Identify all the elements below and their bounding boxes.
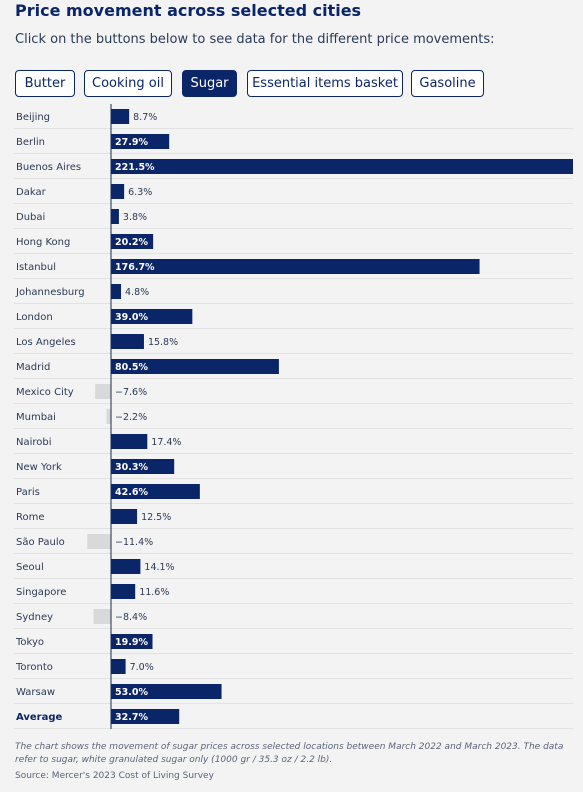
bar-paris[interactable] [111,484,200,499]
bar-beijing[interactable] [111,109,130,124]
chart-subtitle: Click on the buttons below to see data f… [15,32,495,47]
value-label-new-york: 30.3% [115,462,148,473]
chart-footnote: The chart shows the movement of sugar pr… [15,742,564,765]
category-label-seoul: Seoul [16,562,44,573]
category-label-mumbai: Mumbai [16,412,56,423]
category-label-paris: Paris [16,487,40,498]
category-label-hong-kong: Hong Kong [16,237,70,248]
category-label-istanbul: Istanbul [16,262,56,273]
bar-warsaw[interactable] [111,684,222,699]
bar-london[interactable] [111,309,193,324]
value-label-london: 39.0% [115,312,148,323]
essential-items-basket-button[interactable]: Essential items basket [247,70,403,97]
category-label-beijing: Beijing [16,112,50,123]
bar-seoul[interactable] [111,559,141,574]
bar-istanbul[interactable] [111,259,480,274]
value-label-singapore: 11.6% [139,587,169,598]
bar-johannesburg[interactable] [111,284,122,299]
value-label-los-angeles: 15.8% [148,337,178,348]
value-label-hong-kong: 20.2% [115,237,148,248]
butter-button[interactable]: Butter [15,70,75,97]
value-label-nairobi: 17.4% [151,437,181,448]
value-label-mexico-city: −7.6% [115,387,147,398]
value-label-dubai: 3.8% [123,212,147,223]
bar-buenos-aires[interactable] [111,159,573,174]
category-label-london: London [16,312,53,323]
category-label-dakar: Dakar [16,187,47,198]
bar-berlin[interactable] [111,134,170,149]
bar-nairobi[interactable] [111,434,148,449]
category-label-madrid: Madrid [16,362,50,373]
bar-dubai[interactable] [111,209,119,224]
value-label-dakar: 6.3% [128,187,152,198]
category-label-singapore: Singapore [16,587,66,598]
category-label-s-o-paulo: São Paulo [16,537,65,548]
category-label-los-angeles: Los Angeles [16,337,76,348]
bar-mexico-city[interactable] [95,384,111,399]
category-label-tokyo: Tokyo [15,637,44,648]
value-label-buenos-aires: 221.5% [115,162,155,173]
chart-source: Source: Mercer's 2023 Cost of Living Sur… [15,771,214,781]
bar-s-o-paulo[interactable] [87,534,111,549]
value-label-average: 32.7% [115,712,148,723]
bar-los-angeles[interactable] [111,334,144,349]
value-label-madrid: 80.5% [115,362,148,373]
category-label-nairobi: Nairobi [16,437,52,448]
value-label-tokyo: 19.9% [115,637,148,648]
category-label-mexico-city: Mexico City [16,387,74,398]
bar-singapore[interactable] [111,584,136,599]
value-label-sydney: −8.4% [115,612,147,623]
value-label-toronto: 7.0% [130,662,154,673]
category-label-berlin: Berlin [16,137,45,148]
bar-rome[interactable] [111,509,138,524]
value-label-johannesburg: 4.8% [125,287,149,298]
value-label-paris: 42.6% [115,487,148,498]
category-label-average: Average [16,712,63,723]
category-label-rome: Rome [16,512,45,523]
chart-title: Price movement across selected cities [15,1,362,20]
gasoline-button[interactable]: Gasoline [411,70,484,97]
bar-hong-kong[interactable] [111,234,154,249]
bar-dakar[interactable] [111,184,125,199]
bar-toronto[interactable] [111,659,126,674]
bar-new-york[interactable] [111,459,175,474]
category-label-johannesburg: Johannesburg [15,287,85,298]
cooking-oil-button[interactable]: Cooking oil [84,70,172,97]
value-label-warsaw: 53.0% [115,687,148,698]
value-label-berlin: 27.9% [115,137,148,148]
category-label-new-york: New York [16,462,62,473]
bar-average[interactable] [111,709,180,724]
category-label-sydney: Sydney [16,612,53,623]
city-price-bar-chart: Beijing 8.7% Berlin 27.9% Buenos Aires 221.5%… [14,104,573,729]
category-label-buenos-aires: Buenos Aires [16,162,81,173]
value-label-istanbul: 176.7% [115,262,155,273]
value-label-beijing: 8.7% [133,112,157,123]
value-label-rome: 12.5% [141,512,171,523]
bar-tokyo[interactable] [111,634,153,649]
bar-sydney[interactable] [93,609,111,624]
bar-mumbai[interactable] [106,409,111,424]
sugar-button[interactable]: Sugar [182,70,237,97]
category-label-dubai: Dubai [16,212,45,223]
category-label-toronto: Toronto [15,662,53,673]
category-label-warsaw: Warsaw [16,687,55,698]
value-label-mumbai: −2.2% [115,412,147,423]
value-label-s-o-paulo: −11.4% [115,537,153,548]
value-label-seoul: 14.1% [144,562,174,573]
bar-madrid[interactable] [111,359,279,374]
